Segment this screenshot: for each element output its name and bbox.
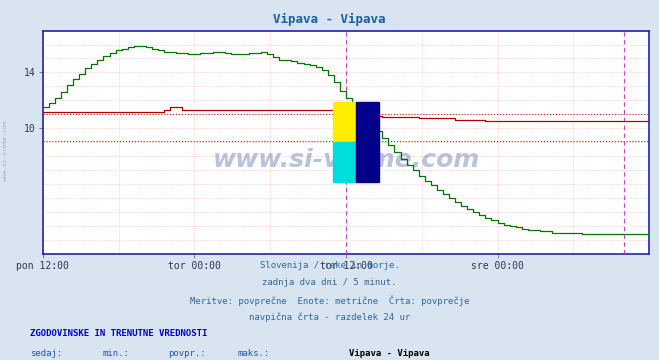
Text: Vipava - Vipava: Vipava - Vipava	[349, 349, 430, 358]
Text: ZGODOVINSKE IN TRENUTNE VREDNOSTI: ZGODOVINSKE IN TRENUTNE VREDNOSTI	[30, 329, 207, 338]
Text: sedaj:: sedaj:	[30, 349, 62, 358]
Bar	[356, 102, 379, 183]
Text: povpr.:: povpr.:	[168, 349, 206, 358]
Text: zadnja dva dni / 5 minut.: zadnja dva dni / 5 minut.	[262, 278, 397, 287]
Text: www.si-vreme.com: www.si-vreme.com	[212, 148, 480, 172]
Text: Slovenija / reke in morje.: Slovenija / reke in morje.	[260, 261, 399, 270]
Text: min.:: min.:	[102, 349, 129, 358]
Text: maks.:: maks.:	[237, 349, 270, 358]
Text: Meritve: povprečne  Enote: metrične  Črta: povprečje: Meritve: povprečne Enote: metrične Črta:…	[190, 296, 469, 306]
Text: Vipava - Vipava: Vipava - Vipava	[273, 13, 386, 26]
Bar	[333, 142, 356, 183]
Text: www.si-vreme.com: www.si-vreme.com	[3, 121, 8, 181]
Text: navpična črta - razdelek 24 ur: navpična črta - razdelek 24 ur	[249, 313, 410, 322]
Bar	[333, 102, 356, 142]
